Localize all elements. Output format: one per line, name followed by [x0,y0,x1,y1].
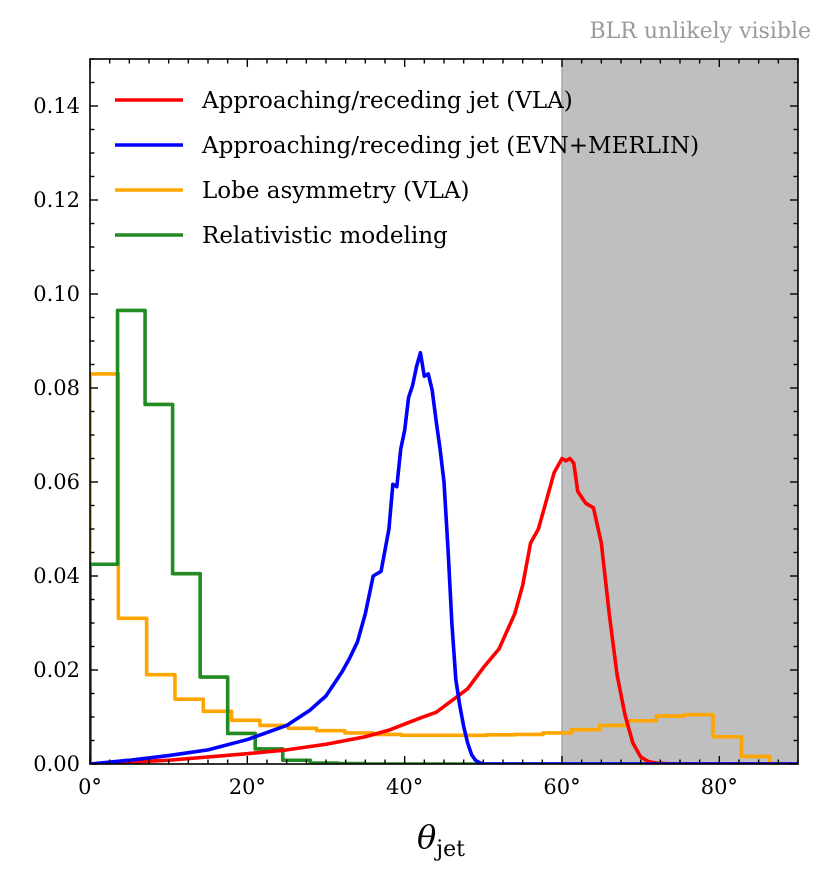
series-line-approaching-receding-jet-evn-merlin [90,350,798,764]
shaded-region-label: BLR unlikely visible [590,19,811,44]
x-tick-label: 40° [386,775,423,799]
series-line-lobe-asymmetry-vla [90,372,798,764]
y-tick-label: 0.12 [33,188,80,212]
legend-label: Lobe asymmetry (VLA) [202,178,470,204]
series-group [90,308,798,764]
x-axis-label-main: θ [417,818,436,856]
x-tick-labels: 0° 20° 40° 60° 80° [78,775,738,799]
x-tick-label: 0° [78,775,102,799]
legend-label: Approaching/receding jet (VLA) [201,88,573,114]
tick-marks [89,58,799,765]
legend-label: Relativistic modeling [202,223,448,249]
x-tick-label: 60° [543,775,580,799]
series-line-approaching-receding-jet-vla [90,456,798,764]
x-axis-label: θjet [417,818,465,862]
y-tick-labels: 0.00 0.02 0.04 0.06 0.08 0.10 0.12 0.14 [33,94,80,776]
blr-shaded-region [562,59,798,764]
y-tick-label: 0.02 [33,658,80,682]
y-tick-label: 0.00 [33,752,80,776]
x-tick-label: 20° [229,775,266,799]
y-tick-label: 0.14 [33,94,80,118]
legend-label: Approaching/receding jet (EVN+MERLIN) [201,133,699,159]
y-tick-label: 0.10 [33,282,80,306]
legend: Approaching/receding jet (VLA) Approachin… [115,88,699,249]
y-tick-label: 0.04 [33,564,80,588]
x-axis-label-sub: jet [433,837,465,862]
y-tick-label: 0.08 [33,376,80,400]
x-tick-label: 80° [701,775,738,799]
y-tick-label: 0.06 [33,470,80,494]
